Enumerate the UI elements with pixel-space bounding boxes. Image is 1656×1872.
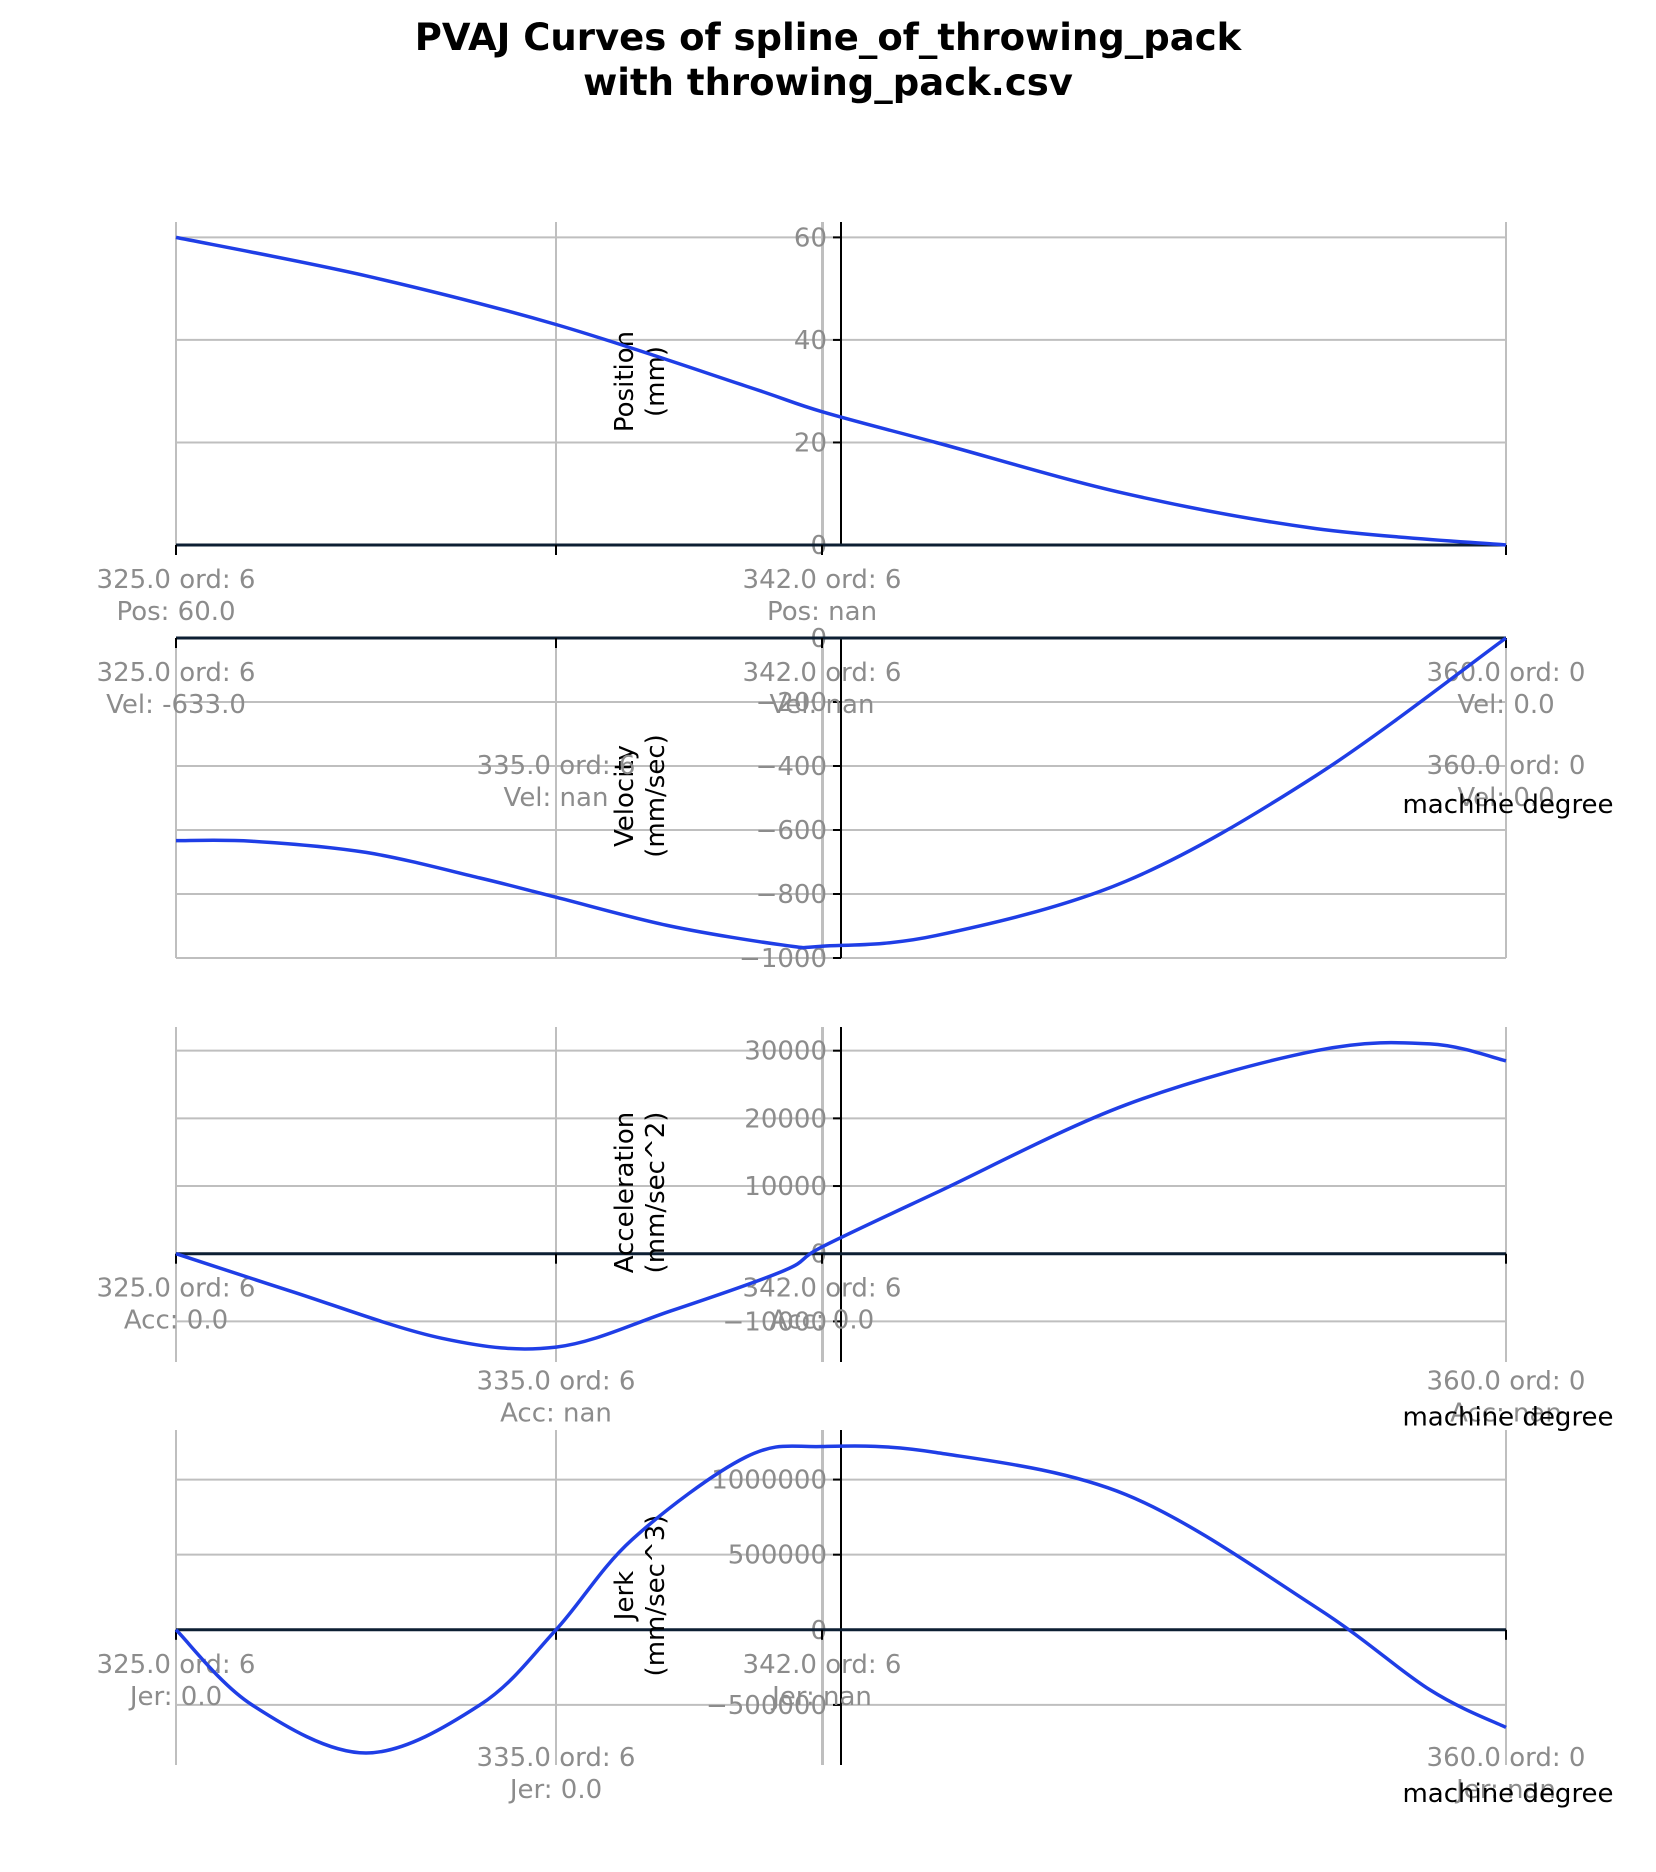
y-tick-label: 40 xyxy=(794,326,827,356)
series-line-acceleration xyxy=(175,1040,1507,1351)
annotation-label: 335.0 ord: 6 xyxy=(477,1367,636,1397)
y-tick-label: −200 xyxy=(756,688,827,718)
annotation-value: Acc: nan xyxy=(500,1399,612,1429)
annotation-value: Jer: nan xyxy=(1454,1775,1556,1805)
series-line-jerk xyxy=(174,1444,1507,1755)
annotation-value: Vel: 0.0 xyxy=(1457,690,1554,720)
y-tick-label: 1000000 xyxy=(711,1466,827,1496)
annotation-value: Jer: 0.0 xyxy=(508,1775,602,1805)
annotation-value: Acc: 0.0 xyxy=(770,1306,874,1336)
y-tick-label: −10000 xyxy=(723,1307,828,1337)
annotation-value: Acc: 0.0 xyxy=(124,1306,228,1336)
annotation-label: 360.0 ord: 0 xyxy=(1427,751,1586,781)
annotation-value: Vel: -633.0 xyxy=(106,690,246,720)
series-line-position xyxy=(175,235,1507,547)
y-axis-label-line-1: Acceleration xyxy=(610,1112,640,1274)
annotation-label: 335.0 ord: 6 xyxy=(477,1743,636,1773)
annotation-label: 360.0 ord: 0 xyxy=(1427,1743,1586,1773)
annotation-value: Vel: 0.0 xyxy=(1457,783,1554,813)
y-tick-label: −1000 xyxy=(739,944,827,974)
y-tick-label: −800 xyxy=(756,880,827,910)
annotation-label: 325.0 ord: 6 xyxy=(97,1274,256,1304)
x-axis-label: machine degree xyxy=(1402,1403,1613,1433)
y-tick-label: 20 xyxy=(794,428,827,458)
y-tick-label: 30000 xyxy=(744,1037,827,1067)
y-axis-label-line-1: Jerk xyxy=(610,1571,640,1622)
panel-acceleration: −100000100002000030000Acceleration(mm/se… xyxy=(97,1027,1614,1433)
y-axis-label-line-2: (mm/sec^2) xyxy=(641,1112,671,1274)
y-tick-label: 60 xyxy=(794,223,827,253)
annotation-label: 325.0 ord: 6 xyxy=(97,565,256,595)
panel-velocity: −1000−800−600−400−2000Velocity(mm/sec)32… xyxy=(97,624,1614,974)
annotation-label: 360.0 ord: 0 xyxy=(1427,1367,1586,1397)
y-tick-label: −600 xyxy=(756,816,827,846)
annotation-label: 360.0 ord: 0 xyxy=(1427,658,1586,688)
series-line-velocity xyxy=(175,636,1508,950)
y-axis-label: Acceleration(mm/sec^2) xyxy=(610,1112,671,1274)
annotation-value: Jer: 0.0 xyxy=(128,1682,222,1712)
annotation-value: Pos: nan xyxy=(767,597,877,627)
chart-title-line-1: PVAJ Curves of spline_of_throwing_pack xyxy=(415,16,1243,59)
annotation-label: 342.0 ord: 6 xyxy=(743,1274,902,1304)
annotation-label: 342.0 ord: 6 xyxy=(743,658,902,688)
y-axis-label-line-2: (mm/sec) xyxy=(641,734,671,858)
annotation-label: 325.0 ord: 6 xyxy=(97,658,256,688)
y-tick-label: 500000 xyxy=(728,1541,827,1571)
annotation-value: Jer: nan xyxy=(770,1682,872,1712)
y-axis-label: Position(mm) xyxy=(610,331,671,432)
annotation-value: Acc: nan xyxy=(1450,1399,1562,1429)
y-axis-label: Jerk(mm/sec^3) xyxy=(610,1515,671,1677)
y-axis-label-line-2: (mm/sec^3) xyxy=(641,1515,671,1677)
y-axis-label: Velocity(mm/sec) xyxy=(610,734,671,858)
y-axis-label-line-1: Velocity xyxy=(610,745,640,847)
annotation-value: Vel: nan xyxy=(504,783,609,813)
annotation-label: 342.0 ord: 6 xyxy=(743,565,902,595)
annotation-label: 335.0 ord: 6 xyxy=(477,751,636,781)
y-tick-label: 10000 xyxy=(744,1172,827,1202)
chart-title-line-2: with throwing_pack.csv xyxy=(583,61,1073,104)
y-tick-label: −500000 xyxy=(706,1691,827,1721)
panel-jerk: −50000005000001000000Jerk(mm/sec^3)325.0… xyxy=(97,1430,1614,1809)
x-axis-label: machine degree xyxy=(1402,1779,1613,1809)
x-axis-label: machine degree xyxy=(1402,790,1613,820)
annotation-value: Vel: nan xyxy=(770,690,875,720)
y-tick-label: 20000 xyxy=(744,1104,827,1134)
annotation-label: 325.0 ord: 6 xyxy=(97,1650,256,1680)
annotation-value: Pos: 60.0 xyxy=(116,597,235,627)
y-tick-label: −400 xyxy=(756,752,827,782)
annotation-label: 342.0 ord: 6 xyxy=(743,1650,902,1680)
